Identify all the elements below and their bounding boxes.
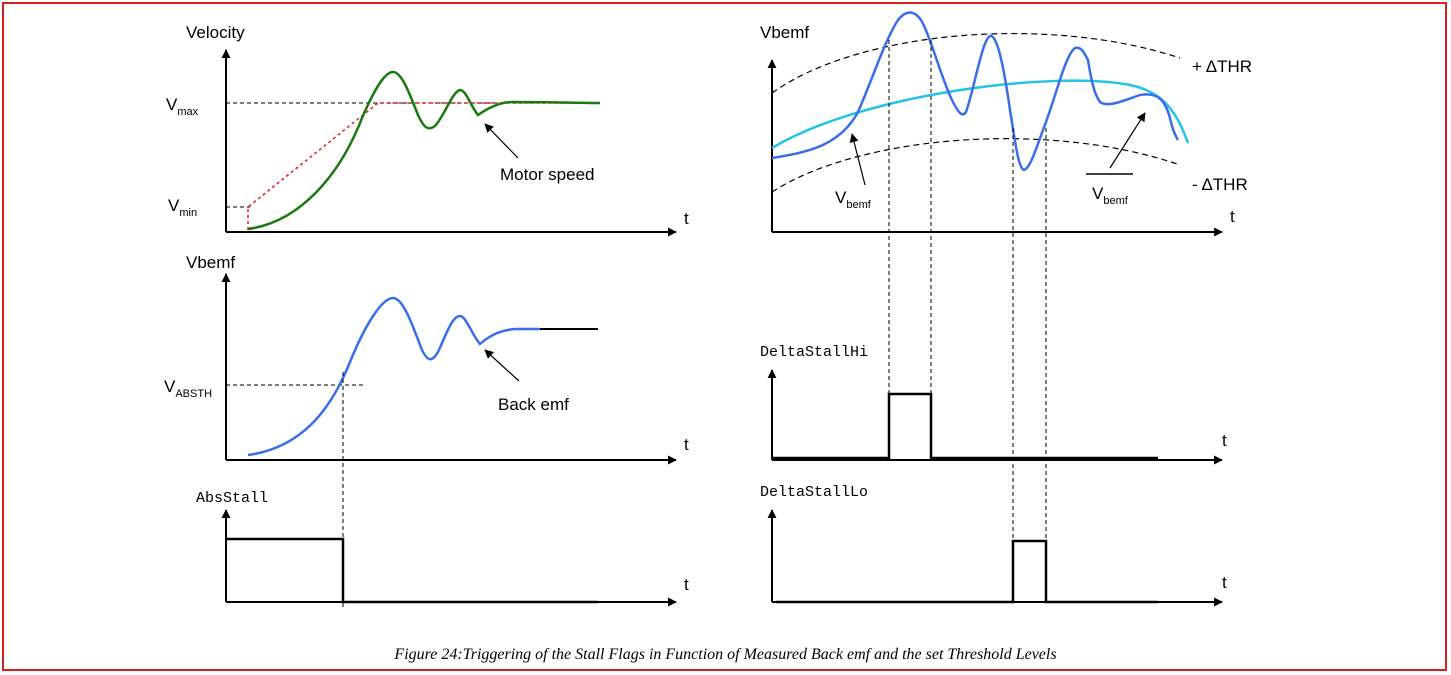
back-emf-annotation: Back emf <box>498 395 569 414</box>
back-emf-curve <box>247 296 540 457</box>
bemf-y-label: Vbemf <box>186 253 235 272</box>
delta-lo-y-label: DeltaStallLo <box>760 484 868 501</box>
minus-thr-curve <box>771 138 1181 193</box>
bemf-x-label: t <box>684 435 689 454</box>
plus-thr-curve <box>771 32 1181 94</box>
velocity-plot: Velocity t Vmax Vmin Motor speed <box>166 23 689 237</box>
vbemf-avg-pointer <box>1109 112 1146 169</box>
delta-lo-signal <box>776 539 1158 604</box>
vmax-label: Vmax <box>166 95 199 118</box>
minus-thr-label: - ΔTHR <box>1192 175 1248 194</box>
abs-stall-signal <box>226 537 598 604</box>
motor-speed-curve <box>247 70 601 231</box>
figure-caption: Figure 24:Triggering of the Stall Flags … <box>394 646 1057 663</box>
vbemf-avg-label: Vbemf <box>1092 184 1129 207</box>
delta-hi-plot: DeltaStallHi t <box>760 344 1227 465</box>
motor-speed-annotation: Motor speed <box>500 165 595 184</box>
abs-stall-x-label: t <box>684 575 689 594</box>
delta-hi-x-label: t <box>1222 431 1227 450</box>
abs-stall-plot: AbsStall t <box>196 372 689 608</box>
delta-hi-y-label: DeltaStallHi <box>760 344 868 361</box>
delta-y-label: Vbemf <box>760 23 809 42</box>
plus-thr-label: + ΔTHR <box>1192 57 1252 76</box>
delta-hi-signal <box>772 392 1158 460</box>
velocity-setpoint-curve <box>247 102 600 230</box>
delta-lo-plot: DeltaStallLo t <box>760 484 1227 607</box>
delta-plot: Vbemf t + ΔTHR - ΔTHR Vbemf Vbemf <box>760 11 1252 237</box>
vbemf-label: Vbemf <box>835 188 872 211</box>
vmin-label: Vmin <box>168 196 197 219</box>
vbemf-pointer <box>849 133 866 186</box>
delta-lo-x-label: t <box>1222 573 1227 592</box>
velocity-x-label: t <box>684 209 689 228</box>
delta-x-label: t <box>1230 207 1235 226</box>
bemf-plot: Vbemf t VABSTH Back emf <box>164 253 689 465</box>
vbemf-delta-curve <box>771 11 1180 172</box>
velocity-y-label: Velocity <box>186 23 245 42</box>
trigger-guides <box>888 40 1047 602</box>
abs-stall-y-label: AbsStall <box>196 490 268 507</box>
back-emf-pointer <box>484 349 520 382</box>
vabsth-label: VABSTH <box>164 377 212 400</box>
vbemf-avg-curve <box>771 79 1190 150</box>
motor-speed-pointer <box>484 123 519 159</box>
